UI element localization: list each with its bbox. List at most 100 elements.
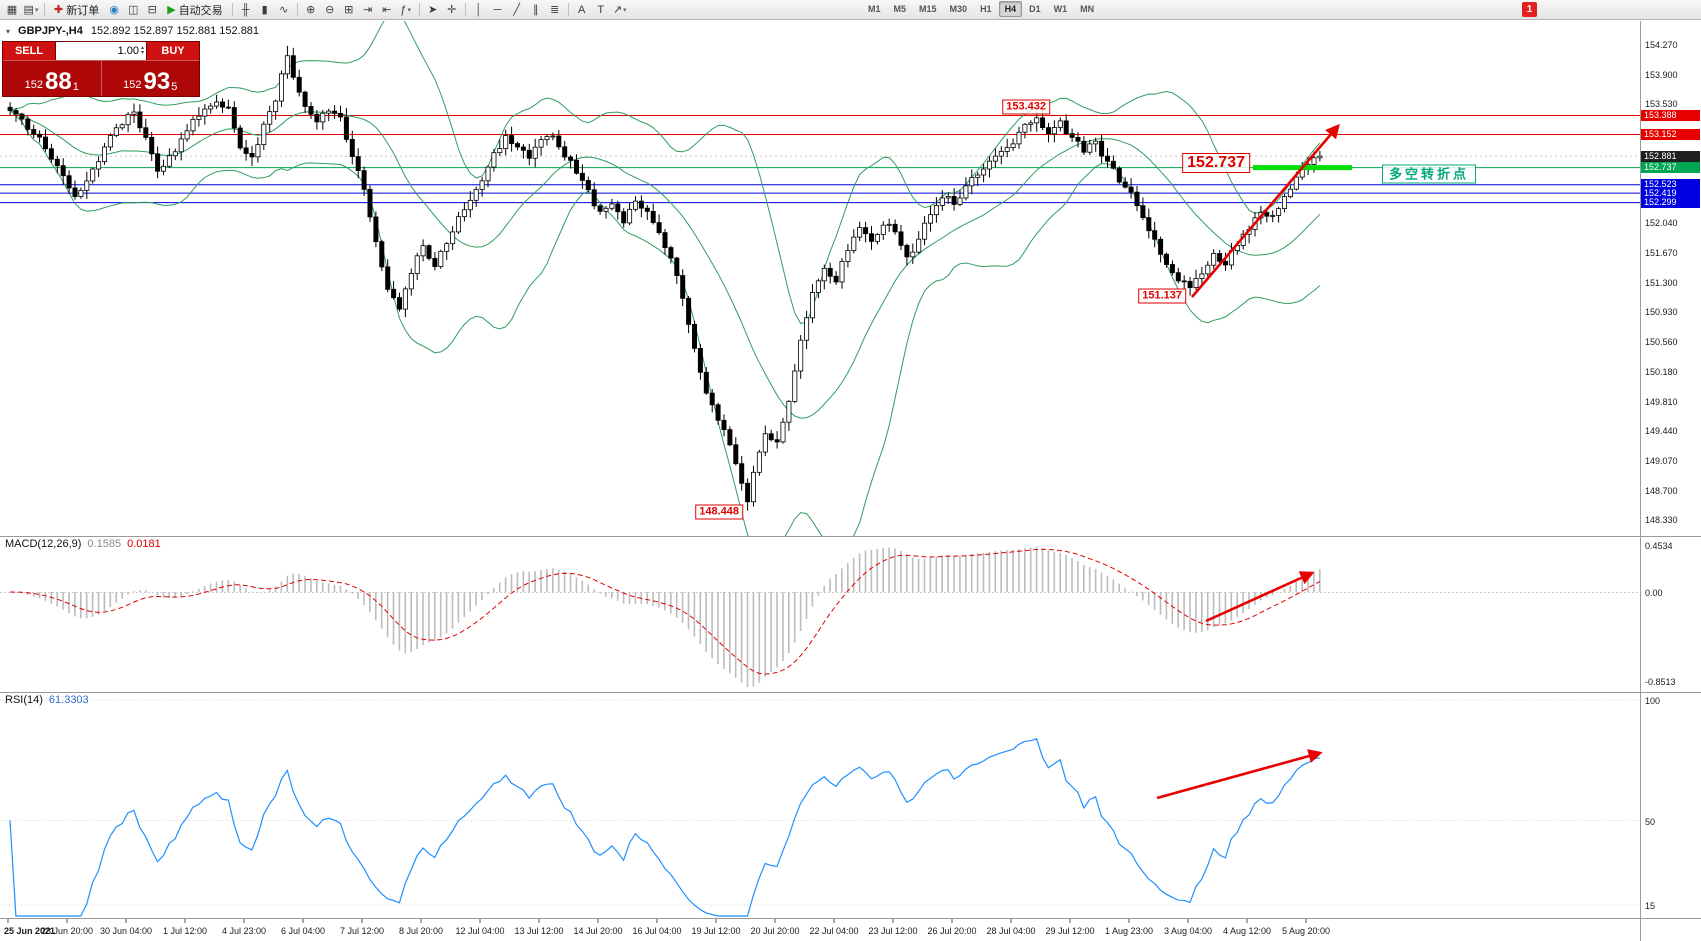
chart-shift-icon[interactable]: ⇤ bbox=[378, 2, 396, 18]
new-order-icon: ✚ bbox=[54, 4, 64, 16]
timeframe-m5-button[interactable]: M5 bbox=[893, 4, 907, 14]
crosshair-icon: ✛ bbox=[447, 4, 457, 16]
arrows-tool-icon[interactable]: ↗ ▾ bbox=[611, 2, 629, 18]
autotrading-icon: ▶ bbox=[167, 4, 176, 16]
price-panel[interactable] bbox=[0, 10, 1640, 552]
horizontal-line-icon[interactable]: ─ bbox=[489, 2, 507, 18]
chart-shift-icon: ⇤ bbox=[382, 4, 392, 16]
trendline-icon[interactable]: ╱ bbox=[508, 2, 526, 18]
indicators-caret-icon: ▾ bbox=[407, 6, 411, 14]
new-chart-icon: ▦ bbox=[6, 4, 18, 16]
volume-value: 1.00 bbox=[117, 45, 139, 57]
trend-arrow-main[interactable] bbox=[1191, 123, 1340, 298]
zoom-in-icon[interactable]: ⊕ bbox=[302, 2, 320, 18]
cursor-icon[interactable]: ➤ bbox=[424, 2, 442, 18]
bid-price: 152 88 1 bbox=[3, 61, 102, 96]
timeframe-mn-button[interactable]: MN bbox=[1080, 4, 1095, 14]
chart-profiles-icon[interactable]: ▤ ▾ bbox=[22, 2, 40, 18]
time-axis-label: 26 Jul 20:00 bbox=[927, 926, 977, 936]
trendline-icon: ╱ bbox=[513, 4, 520, 16]
autotrading-button[interactable]: ▶ 自动交易 bbox=[162, 2, 227, 18]
line-chart-icon: ∿ bbox=[279, 4, 289, 16]
equidistant-channel-icon: ∥ bbox=[532, 4, 539, 16]
volume-input[interactable]: 1.00 ▴ ▾ bbox=[55, 42, 147, 60]
price-scale-tick: 150.560 bbox=[1645, 336, 1678, 347]
tile-windows-icon[interactable]: ⊞ bbox=[340, 2, 358, 18]
bollinger-upper bbox=[9, 21, 1321, 325]
auto-scroll-icon[interactable]: ⇥ bbox=[359, 2, 377, 18]
time-axis-label: 7 Jul 12:00 bbox=[339, 926, 385, 936]
new-order-label: 新订单 bbox=[66, 4, 100, 17]
line-chart-icon[interactable]: ∿ bbox=[275, 2, 293, 18]
macd-scale-label: 0.00 bbox=[1645, 588, 1663, 598]
price-label-148448[interactable]: 148.448 bbox=[695, 504, 743, 520]
price-tag: 152.737 bbox=[1641, 162, 1700, 174]
bid-pips: 88 bbox=[45, 68, 72, 95]
text-icon[interactable]: A bbox=[573, 2, 591, 18]
time-axis-label: 4 Aug 12:00 bbox=[1222, 926, 1272, 936]
auto-scroll-icon: ⇥ bbox=[363, 4, 373, 16]
timeframe-w1-button[interactable]: W1 bbox=[1053, 4, 1068, 14]
timeframe-h1-button[interactable]: H1 bbox=[980, 4, 992, 14]
price-scale-tick: 150.930 bbox=[1645, 307, 1678, 318]
new-chart-icon[interactable]: ▦ bbox=[3, 2, 21, 18]
bull-bear-turning-point-label[interactable]: 多空转折点 bbox=[1382, 164, 1477, 184]
data-window-icon[interactable]: ◫ bbox=[124, 2, 142, 18]
trend-arrow-rsi[interactable] bbox=[1156, 749, 1323, 800]
text-label-icon[interactable]: T bbox=[592, 2, 610, 18]
volume-down-icon[interactable]: ▾ bbox=[140, 50, 144, 56]
one-click-trading-panel: SELL 1.00 ▴ ▾ BUY 152 88 1 152 93 5 bbox=[2, 41, 200, 97]
cursor-icon: ➤ bbox=[428, 4, 438, 16]
timeframe-h4-button[interactable]: H4 bbox=[998, 1, 1023, 17]
equidistant-channel-icon[interactable]: ∥ bbox=[527, 2, 545, 18]
candlestick-chart-icon[interactable]: ▮ bbox=[256, 2, 274, 18]
arrows-tool-caret-icon: ▾ bbox=[623, 6, 627, 14]
price-label-152737[interactable]: 152.737 bbox=[1182, 153, 1250, 173]
rsi-scale-label: 50 bbox=[1645, 816, 1656, 827]
new-order-button[interactable]: ✚ 新订单 bbox=[49, 2, 104, 18]
toolbar-separator bbox=[231, 3, 233, 16]
candles-layer bbox=[7, 45, 1323, 511]
zoom-out-icon[interactable]: ⊖ bbox=[321, 2, 339, 18]
time-axis-label: 13 Jul 12:00 bbox=[514, 926, 564, 936]
timeframe-d1-button[interactable]: D1 bbox=[1029, 4, 1041, 14]
timeframe-m30-button[interactable]: M30 bbox=[949, 4, 968, 14]
autotrading-label: 自动交易 bbox=[178, 4, 223, 17]
terminal-icon[interactable]: ⊟ bbox=[143, 2, 161, 18]
crosshair-icon[interactable]: ✛ bbox=[443, 2, 461, 18]
time-axis-label: 3 Aug 04:00 bbox=[1163, 926, 1213, 936]
timeframe-m15-button[interactable]: M15 bbox=[919, 4, 937, 14]
rsi-panel[interactable] bbox=[0, 699, 1640, 917]
macd-header: MACD(12,26,9) 0.1585 0.0181 bbox=[5, 538, 161, 550]
volume-stepper[interactable]: ▴ ▾ bbox=[140, 45, 144, 56]
price-tag: 152.523 bbox=[1641, 179, 1700, 191]
volume-up-icon[interactable]: ▴ bbox=[140, 45, 144, 51]
time-axis-label: 29 Jul 12:00 bbox=[1045, 926, 1095, 936]
vertical-line-icon[interactable]: │ bbox=[470, 2, 488, 18]
macd-scale-label: -0.8513 bbox=[1645, 677, 1676, 688]
fibonacci-icon[interactable]: ≣ bbox=[546, 2, 564, 18]
price-label-153432[interactable]: 153.432 bbox=[1002, 99, 1050, 115]
sell-button[interactable]: SELL bbox=[3, 42, 55, 60]
alert-count-badge[interactable]: 1 bbox=[1522, 2, 1537, 17]
indicators-icon: ƒ bbox=[400, 3, 407, 16]
timeframe-toolbar: M1 M5 M15 M30 H1 H4 D1 W1 MN bbox=[862, 1, 1100, 17]
buy-button[interactable]: BUY bbox=[147, 42, 199, 60]
macd-scale-label: 0.4534 bbox=[1645, 540, 1673, 551]
bar-chart-icon[interactable]: ╫ bbox=[237, 2, 255, 18]
rsi-header: RSI(14) 61.3303 bbox=[5, 694, 89, 706]
text-icon: A bbox=[578, 3, 586, 16]
price-tag: 153.388 bbox=[1641, 110, 1700, 122]
market-watch-icon[interactable]: ◉ bbox=[105, 2, 123, 18]
macd-panel[interactable] bbox=[0, 547, 1640, 687]
time-axis-label: 19 Jul 12:00 bbox=[691, 926, 741, 936]
indicators-icon[interactable]: ƒ ▾ bbox=[397, 2, 415, 18]
timeframe-m1-button[interactable]: M1 bbox=[868, 4, 881, 14]
bollinger-lower bbox=[9, 110, 1321, 536]
rsi-value: 61.3303 bbox=[48, 694, 89, 706]
trend-arrow-macd[interactable] bbox=[1205, 571, 1315, 623]
price-label-151137[interactable]: 151.137 bbox=[1138, 288, 1186, 304]
macd-value: 0.1585 bbox=[87, 538, 122, 550]
ohlc-values: 152.892 152.897 152.881 152.881 bbox=[90, 25, 260, 37]
